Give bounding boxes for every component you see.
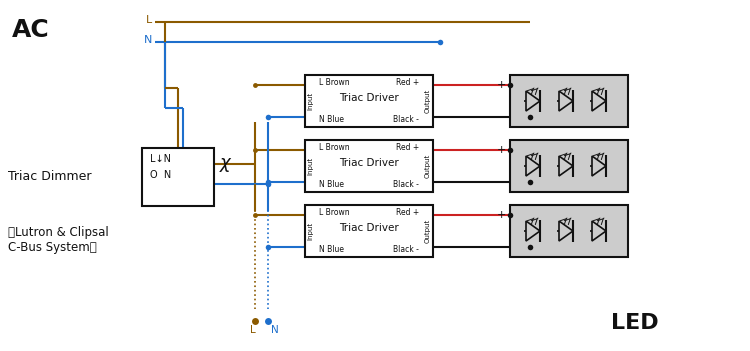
Bar — [510, 140, 628, 192]
Text: +: + — [496, 210, 506, 220]
Text: Black -: Black - — [393, 115, 419, 124]
Polygon shape — [559, 156, 573, 176]
Text: （Lutron & Clipsal: （Lutron & Clipsal — [8, 226, 109, 239]
Bar — [305, 140, 433, 192]
Bar — [510, 75, 628, 127]
Text: N: N — [144, 35, 152, 45]
Text: −: − — [524, 253, 533, 263]
Bar — [305, 75, 433, 127]
Text: Red +: Red + — [396, 78, 419, 87]
Text: Input: Input — [307, 157, 313, 175]
Text: Output: Output — [425, 154, 431, 178]
Text: N Blue: N Blue — [319, 245, 344, 254]
Text: O  N: O N — [150, 170, 171, 180]
Text: −: − — [524, 123, 533, 133]
Text: Triac Driver: Triac Driver — [339, 223, 399, 233]
Polygon shape — [559, 91, 573, 111]
Bar — [142, 148, 214, 206]
Text: C-Bus System）: C-Bus System） — [8, 241, 97, 254]
Polygon shape — [559, 221, 573, 241]
Text: Triac Driver: Triac Driver — [339, 93, 399, 103]
Text: N: N — [271, 325, 279, 335]
Text: χ: χ — [220, 153, 231, 172]
Text: L↓N: L↓N — [150, 154, 171, 164]
Text: Output: Output — [425, 219, 431, 243]
Polygon shape — [526, 156, 540, 176]
Polygon shape — [592, 156, 606, 176]
Polygon shape — [526, 91, 540, 111]
Text: Output: Output — [425, 89, 431, 113]
Text: Triac Dimmer: Triac Dimmer — [8, 171, 92, 184]
Text: +: + — [496, 145, 506, 155]
Text: N Blue: N Blue — [319, 180, 344, 189]
Text: L Brown: L Brown — [319, 78, 350, 87]
Text: L: L — [146, 15, 152, 25]
Bar — [510, 205, 628, 257]
Polygon shape — [526, 221, 540, 241]
Text: Red +: Red + — [396, 143, 419, 152]
Text: L Brown: L Brown — [319, 208, 350, 217]
Bar — [305, 205, 433, 257]
Text: N Blue: N Blue — [319, 115, 344, 124]
Polygon shape — [592, 221, 606, 241]
Text: AC: AC — [12, 18, 50, 42]
Text: Red +: Red + — [396, 208, 419, 217]
Polygon shape — [592, 91, 606, 111]
Text: Input: Input — [307, 92, 313, 110]
Text: Black -: Black - — [393, 180, 419, 189]
Text: −: − — [524, 188, 533, 198]
Text: +: + — [496, 80, 506, 90]
Text: Input: Input — [307, 222, 313, 240]
Text: L Brown: L Brown — [319, 143, 350, 152]
Text: L: L — [250, 325, 256, 335]
Text: Black -: Black - — [393, 245, 419, 254]
Text: LED: LED — [611, 313, 658, 333]
Text: Triac Driver: Triac Driver — [339, 158, 399, 168]
